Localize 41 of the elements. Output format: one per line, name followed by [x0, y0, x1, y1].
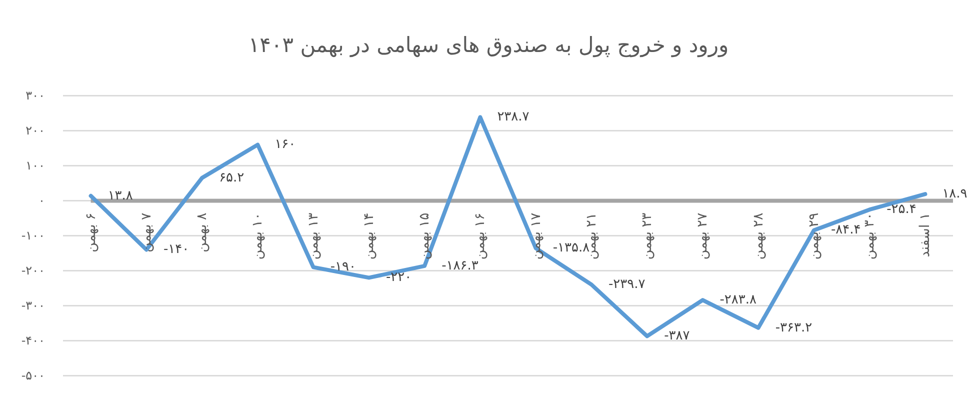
y-tick-label: -۱۰۰: [21, 228, 45, 243]
data-label: -۱۸۶.۳: [442, 258, 478, 274]
data-label: -۸۴.۴: [830, 222, 861, 238]
y-tick-label: ۳۰۰: [26, 88, 45, 103]
y-tick-label: -۴۰۰: [21, 334, 45, 348]
x-tick-label: ۸ بهمن: [194, 212, 210, 252]
x-tick-label: ۷ بهمن: [138, 212, 154, 252]
data-label: -۳۸۷: [664, 328, 690, 344]
y-tick-label: -۲۰۰: [21, 264, 45, 278]
y-tick-label: -۵۰۰: [21, 368, 45, 383]
chart-title: ورود و خروج پول به صندوق های سهامی در بهمن ۱۴۰۳: [248, 33, 729, 58]
y-tick-label: ۰: [38, 194, 45, 208]
x-tick-label: ۱۷ بهمن: [528, 212, 544, 260]
data-label: -۱۹۰: [330, 260, 356, 275]
data-label: ۲۳۸.۷: [497, 110, 530, 125]
data-label: -۱۳۵.۸: [552, 240, 590, 256]
data-label: ۶۵.۲: [219, 170, 244, 186]
data-label: -۳۶۳.۲: [775, 320, 812, 336]
y-tick-label: -۳۰۰: [21, 298, 45, 313]
data-label: -۲۸۳.۸: [720, 292, 756, 308]
x-tick-label: ۱۴ بهمن: [360, 212, 377, 260]
data-label: -۲۲۰: [386, 270, 412, 286]
x-tick-label: ۱۳ بهمن: [305, 212, 322, 260]
x-tick-label: ۱۰ بهمن: [250, 212, 266, 260]
x-tick-label: ۲۹ بهمن: [806, 212, 822, 260]
x-tick-label: ۳۰ بهمن: [862, 212, 878, 260]
data-label: ۱۳.۸: [108, 188, 133, 204]
x-tick-label: ۲۷ بهمن: [694, 212, 711, 260]
x-tick-label: ۱۶ بهمن: [472, 212, 488, 260]
data-label: ۱۸.۹: [942, 186, 968, 202]
x-tick-label: ۲۸ بهمن: [750, 212, 766, 260]
data-label: ۱۶۰: [274, 137, 296, 152]
y-tick-label: ۱۰۰: [26, 158, 45, 173]
x-tick-label: ۱۵ بهمن: [416, 212, 433, 260]
x-tick-label: ۲۳ بهمن: [639, 212, 656, 260]
data-label: -۲۵.۴: [886, 202, 916, 218]
data-label: -۱۴۰: [163, 242, 190, 258]
data-label: -۲۳۹.۷: [608, 277, 646, 292]
x-tick-label: ۱ اسفند: [917, 212, 934, 258]
y-tick-label: ۲۰۰: [26, 124, 45, 138]
x-tick-label: ۶ بهمن: [82, 212, 99, 252]
